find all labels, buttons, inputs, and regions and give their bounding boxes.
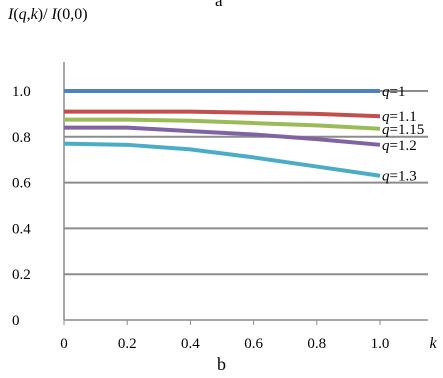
figure-label-a: a [215,0,223,10]
series-label: q=1.15 [382,122,424,138]
series-label: q=1.3 [382,169,417,185]
series-lines [63,89,381,178]
series-line-q=1.3 [63,141,381,178]
panel-label-b: b [217,354,226,374]
x-tick-label: 0.6 [244,336,263,352]
y-tick-label: 0 [12,313,20,329]
series-label: q=1 [382,84,405,100]
tick-labels: 0 0.2 0.4 0.6 0.8 1.0 0 0.2 0.4 0.6 0.8 1.0 k [12,84,437,352]
x-tick-label: 0.8 [307,336,326,352]
series-label: q=1.1 [382,109,417,125]
series-label: q=1.2 [382,138,417,154]
y-tick-label: 0.6 [12,176,31,192]
series-line-q=1.2 [64,125,381,147]
series-line-q=1.1 [64,109,381,119]
x-tick-label: 0 [60,336,68,352]
y-tick-label: 1.0 [12,84,31,100]
y-tick-label: 0.8 [12,130,31,146]
y-tick-label: 0.4 [12,221,31,237]
y-axis-label: I(q,k)/ I(0,0) [8,6,88,23]
x-tick-label: 0.2 [118,336,137,352]
x-axis-label: k [429,335,437,352]
x-tick-label: 0.4 [181,336,200,352]
series-line-q=1.15 [64,117,381,131]
y-tick-label: 0.2 [12,267,31,283]
x-tick-label: 1.0 [371,336,390,352]
axes [63,62,428,325]
series-labels: q=1 q=1.1q=1.15q=1.2 q=1.3 [382,84,424,185]
